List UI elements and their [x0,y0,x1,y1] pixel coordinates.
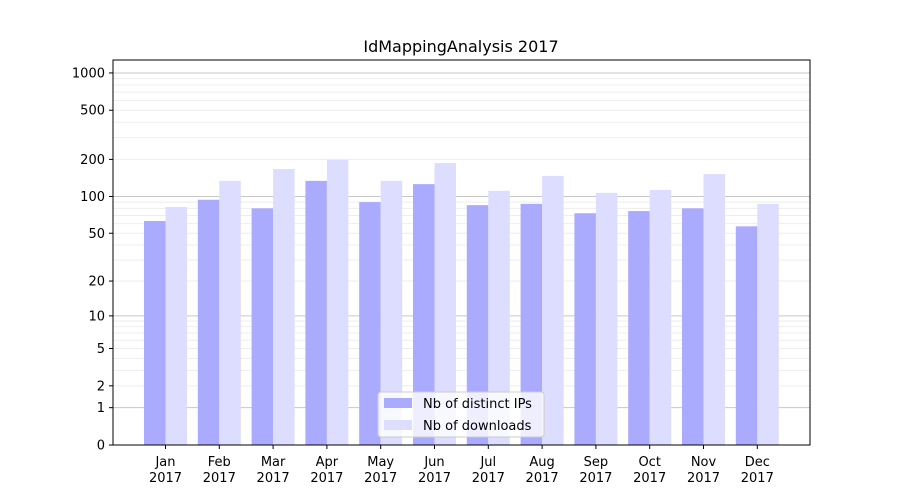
bar-ips [359,202,381,445]
bar-downloads [649,189,672,445]
bar-ips [520,203,543,445]
bar-ips [305,180,327,445]
y-axis: 0 1 2 5 10 20 50 100 200 500 1000 [72,66,113,454]
bar-downloads [380,180,403,445]
legend: Nb of distinct IPs Nb of downloads [377,391,545,438]
bar-ips [574,213,596,445]
legend-label-downloads: Nb of downloads [423,419,532,434]
x-tick-label: Jun 2017 [418,455,451,486]
bar-ips [144,221,166,445]
plot-frame [112,59,811,446]
bar-downloads [434,163,456,445]
y-tick-label: 2 [97,379,105,394]
x-tick-label: Feb 2017 [203,455,236,486]
x-tick-label: Apr 2017 [310,455,343,486]
bar-ips [197,199,220,445]
bar-downloads [488,190,510,445]
legend-swatch-downloads [384,420,412,430]
bar-downloads [757,203,779,445]
bar-downloads [273,169,295,445]
legend-swatch-ips [384,398,412,408]
x-tick-label: Jan 2017 [149,455,182,486]
x-tick-label: Jul 2017 [472,455,505,486]
y-tick-label: 50 [88,227,105,242]
bar-ips [628,211,650,445]
bar-ips [466,205,489,445]
bar-downloads [326,159,349,446]
x-tick-label: Dec 2017 [741,455,774,486]
y-tick-label: 1000 [72,66,105,81]
y-tick-label: 100 [80,190,105,205]
y-tick-label: 0 [97,439,105,454]
legend-label-ips: Nb of distinct IPs [423,397,532,412]
y-tick-label: 200 [80,153,105,168]
bar-downloads [703,174,725,445]
x-tick-label: Oct 2017 [633,455,666,486]
y-tick-label: 1 [97,401,105,416]
y-tick-label: 500 [80,104,105,119]
bar-downloads [595,192,618,445]
x-tick-label: Nov 2017 [687,455,720,486]
bar-ips [682,208,704,445]
y-tick-label: 20 [88,275,105,290]
y-tick-label: 10 [88,309,105,324]
x-tick-label: Mar 2017 [257,455,290,486]
y-tick-label: 5 [97,342,105,357]
bar-ips [735,226,758,445]
bars [144,159,779,446]
bar-ips [251,208,274,445]
chart-title: IdMappingAnalysis 2017 [363,37,558,56]
bar-ips [413,184,435,445]
bar-downloads [165,207,187,445]
x-tick-label: Sep 2017 [579,455,612,486]
bar-downloads [542,175,564,445]
bar-downloads [219,180,241,445]
x-axis: Jan 2017 Feb 2017 Mar 2017 Apr 2017 May 2017 Jun 20… [149,445,774,486]
x-tick-label: May 2017 [364,455,397,486]
x-tick-label: Aug 2017 [526,455,559,486]
